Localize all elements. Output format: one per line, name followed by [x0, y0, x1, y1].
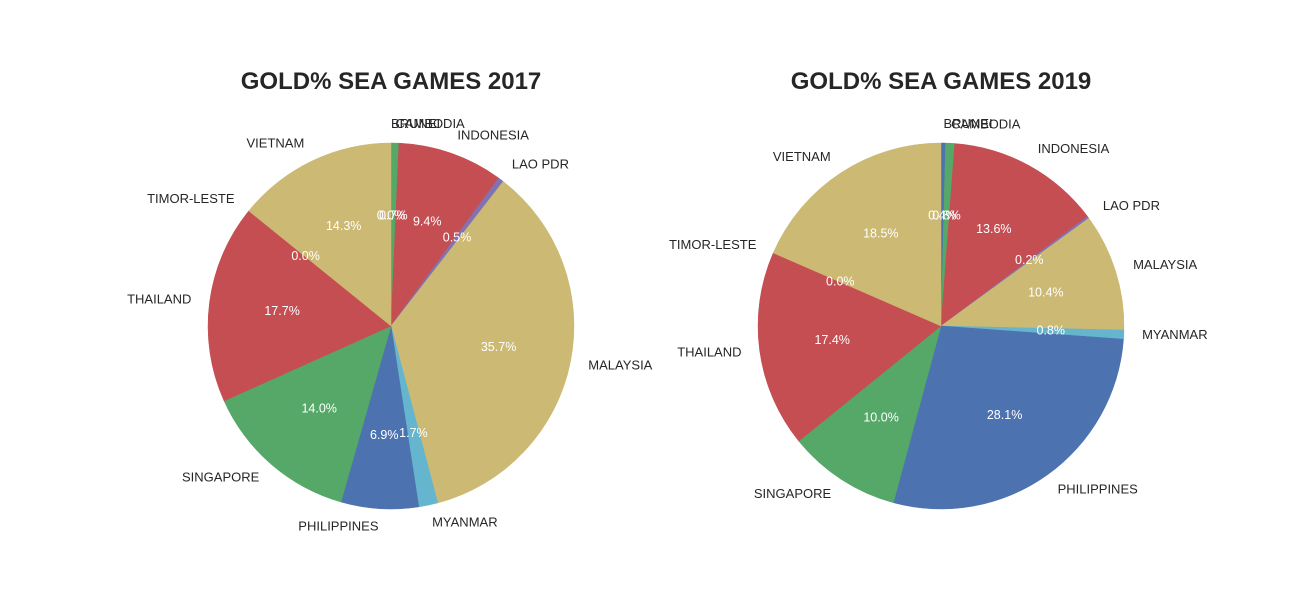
percent-labels-2019: 0.4%0.8%13.6%0.2%10.4%0.8%28.1%10.0%17.4…	[814, 208, 1064, 424]
slice-label-lao-pdr-2019: LAO PDR	[1103, 198, 1160, 213]
pct-label-malaysia-2017: 35.7%	[481, 340, 516, 354]
pct-label-cambodia-2017: 0.7%	[379, 208, 408, 222]
slice-singapore-2017	[223, 325, 392, 503]
pct-label-malaysia-2019: 10.4%	[1028, 285, 1063, 299]
pie-slices-2017	[207, 142, 575, 510]
slice-vietnam-2019	[772, 142, 942, 327]
slice-label-myanmar-2017: MYANMAR	[432, 515, 497, 530]
pct-label-singapore-2019: 10.0%	[863, 410, 898, 424]
slice-malaysia-2019	[940, 217, 1125, 331]
pct-label-timor-leste-2017: 0.0%	[291, 249, 320, 263]
pct-label-lao-pdr-2019: 0.2%	[1015, 253, 1044, 267]
slice-label-singapore-2019: SINGAPORE	[754, 486, 832, 501]
slice-thailand-2019	[757, 252, 942, 442]
slice-vietnam-2017	[248, 142, 392, 327]
percent-labels-2017: 0.0%0.7% 9.4%0.5%35.7%1.7%6.9%14.0%17.7%0…	[264, 208, 516, 441]
pct-label-cambodia-2019: 0.8%	[932, 209, 961, 223]
pie-slices-2019	[757, 142, 1125, 510]
slice-label-malaysia-2019: MALAYSIA	[1133, 257, 1197, 272]
slice-singapore-2019	[798, 325, 942, 503]
slice-philippines-2019	[893, 325, 1124, 510]
slice-indonesia-2019	[940, 143, 1088, 327]
pct-label-indonesia-2019: 13.6%	[976, 222, 1011, 236]
slice-label-brunei-2019: BRUNEI	[944, 116, 993, 131]
slice-label-vietnam-2019: VIETNAM	[773, 149, 831, 164]
pct-label-philippines-2017: 6.9%	[370, 428, 399, 442]
slice-indonesia-2017	[390, 142, 500, 327]
chart-title-2019: GOLD% SEA GAMES 2019	[791, 68, 1092, 95]
pct-label-thailand-2017: 17.7%	[264, 304, 299, 318]
slice-label-singapore-2017: SINGAPORE	[182, 470, 260, 485]
slice-thailand-2017	[207, 210, 392, 402]
slice-label-brunei-2017: BRUNEI	[391, 116, 440, 131]
pct-label-thailand-2019: 17.4%	[814, 333, 849, 347]
pct-label-lao-pdr-2017: 0.5%	[443, 230, 472, 244]
pct-label-brunei-2019: 0.4%	[928, 208, 957, 222]
slice-label-vietnam-2017: VIETNAM	[247, 136, 305, 151]
chart-title-2017: GOLD% SEA GAMES 2017	[241, 68, 542, 95]
pct-label-vietnam-2017: 14.3%	[326, 219, 361, 233]
pie-chart-2017: GOLD% SEA GAMES 2017 BRUNEICAMBODIAINDON…	[127, 68, 653, 533]
pct-label-myanmar-2017: 1.7%	[399, 426, 428, 440]
pct-label-indonesia-2017: 9.4%	[413, 215, 442, 229]
pct-label-singapore-2017: 14.0%	[301, 401, 336, 415]
slice-label-thailand-2019: THAILAND	[677, 345, 741, 360]
pct-label-timor-leste-2019: 0.0%	[826, 274, 855, 288]
slice-label-indonesia-2017: INDONESIA	[457, 127, 529, 142]
slice-label-philippines-2017: PHILIPPINES	[298, 518, 379, 533]
slice-label-cambodia-2019: CAMBODIA	[951, 116, 1021, 131]
pct-label-brunei-2017: 0.0%	[377, 208, 406, 222]
slice-label-indonesia-2019: INDONESIA	[1038, 141, 1110, 156]
pct-label-vietnam-2019: 18.5%	[863, 226, 898, 240]
slice-label-malaysia-2017: MALAYSIA	[588, 358, 652, 373]
pct-label-myanmar-2019: 0.8%	[1036, 323, 1065, 337]
slice-label-lao-pdr-2017: LAO PDR	[512, 157, 569, 172]
slice-label-thailand-2017: THAILAND	[127, 292, 191, 307]
pct-label-philippines-2019: 28.1%	[987, 408, 1022, 422]
slice-label-timor-leste-2017: TIMOR-LESTE	[147, 191, 235, 206]
slice-label-philippines-2019: PHILIPPINES	[1058, 482, 1139, 497]
slice-malaysia-2017	[390, 181, 575, 504]
slice-label-myanmar-2019: MYANMAR	[1142, 327, 1207, 342]
slice-label-timor-leste-2019: TIMOR-LESTE	[669, 237, 757, 252]
slice-label-cambodia-2017: CAMBODIA	[395, 116, 465, 131]
